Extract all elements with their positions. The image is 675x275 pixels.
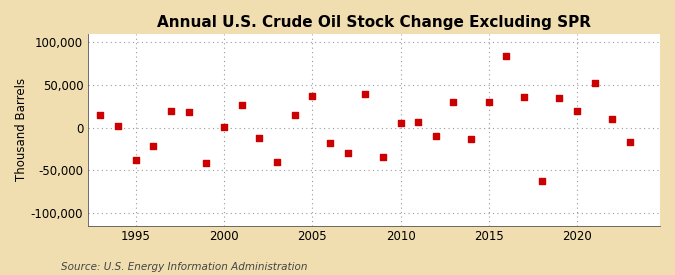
- Point: [448, 100, 459, 104]
- Point: [395, 121, 406, 126]
- Point: [572, 108, 583, 113]
- Point: [377, 155, 388, 160]
- Point: [483, 100, 494, 104]
- Point: [271, 160, 282, 164]
- Point: [325, 141, 335, 145]
- Point: [518, 95, 529, 99]
- Point: [307, 94, 318, 98]
- Y-axis label: Thousand Barrels: Thousand Barrels: [15, 78, 28, 181]
- Point: [413, 120, 424, 124]
- Point: [607, 117, 618, 121]
- Point: [501, 54, 512, 58]
- Point: [431, 134, 441, 138]
- Point: [466, 136, 477, 141]
- Point: [184, 110, 194, 114]
- Point: [236, 103, 247, 107]
- Point: [554, 96, 565, 100]
- Point: [342, 151, 353, 155]
- Point: [537, 179, 547, 183]
- Point: [254, 136, 265, 140]
- Point: [290, 113, 300, 117]
- Point: [165, 108, 176, 113]
- Text: Source: U.S. Energy Information Administration: Source: U.S. Energy Information Administ…: [61, 262, 307, 272]
- Point: [95, 113, 106, 117]
- Point: [113, 124, 124, 129]
- Point: [589, 81, 600, 86]
- Point: [624, 140, 635, 144]
- Point: [201, 161, 212, 166]
- Point: [219, 125, 230, 129]
- Point: [360, 91, 371, 96]
- Title: Annual U.S. Crude Oil Stock Change Excluding SPR: Annual U.S. Crude Oil Stock Change Exclu…: [157, 15, 591, 30]
- Point: [130, 158, 141, 162]
- Point: [148, 144, 159, 148]
